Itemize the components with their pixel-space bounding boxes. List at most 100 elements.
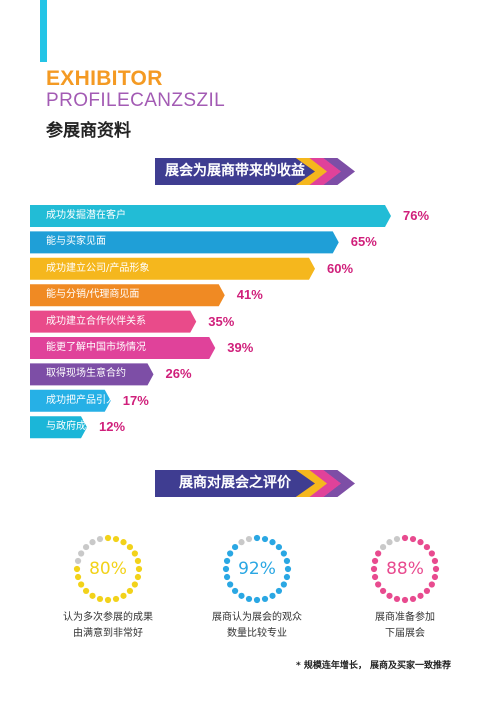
ring-dot-filled [96, 595, 104, 603]
ring-dot-empty [386, 539, 393, 546]
ring-dot-filled [227, 581, 234, 588]
ring-dot-filled [269, 592, 276, 599]
ring-dot-filled [423, 543, 431, 551]
ring-dot-filled [231, 587, 239, 595]
ring-dots [73, 534, 143, 604]
ring-dot-filled [104, 534, 112, 542]
ring-dot-filled [371, 573, 379, 581]
ring-dot-filled [261, 535, 269, 543]
rating-ring-2: 92% [220, 532, 294, 606]
caption-line: 认为多次参展的成果 [63, 612, 153, 623]
ring-dots [370, 534, 440, 604]
ring-dot-filled [275, 543, 283, 551]
rating-ring-1: 80% [71, 532, 145, 606]
ring-dot-filled [284, 565, 292, 573]
bar-category-label: 能与买家见面 [46, 236, 106, 248]
ring-dot-filled [120, 539, 127, 546]
ring-dots [222, 534, 292, 604]
ring-dot-filled [428, 550, 435, 557]
ring-dot-filled [417, 539, 424, 546]
caption-line: 数量比较专业 [227, 628, 287, 639]
bar-value-label: 17% [122, 392, 149, 408]
ring-dot-empty [89, 539, 96, 546]
bar-value-label: 41% [236, 287, 263, 303]
footer-note: * 规模连年增长， 展商及买家一致推荐 [296, 661, 451, 671]
ring-dot-filled [401, 534, 409, 542]
bar-category-label: 能与分销/代理商见面 [46, 289, 140, 301]
ring-dot-filled [370, 565, 378, 573]
ring-dot-filled [269, 539, 276, 546]
ring-dot-filled [82, 587, 90, 595]
bar-category-label: 成功建立合作伙伴关系 [46, 315, 146, 327]
title-chinese: 参展商资料 [46, 121, 131, 141]
ring-dot-filled [135, 565, 143, 573]
ring-dot-filled [386, 592, 393, 599]
banner-label: 展商对展会之评价 [155, 470, 315, 497]
ring-dot-filled [112, 535, 120, 543]
ring-dot-filled [245, 595, 253, 603]
bar-value-label: 12% [99, 419, 126, 435]
ring-dot-filled [431, 557, 439, 565]
ring-caption-2: 展商认为展会的观众 数量比较专业 [192, 610, 322, 642]
ring-dot-filled [74, 573, 82, 581]
ring-dot-filled [131, 581, 138, 588]
ring-dot-filled [431, 573, 439, 581]
ring-dot-filled [423, 587, 431, 595]
ring-dot-empty [245, 535, 253, 543]
ring-dot-filled [222, 565, 230, 573]
ring-dot-filled [223, 557, 231, 565]
ring-dot-empty [74, 557, 82, 565]
title-exhibitor: EXHIBITOR [46, 67, 163, 90]
bar-category-label: 成功建立公司/产品形象 [46, 262, 150, 274]
ring-dot-filled [393, 595, 401, 603]
ring-dot-filled [89, 592, 96, 599]
caption-line: 展商认为展会的观众 [212, 612, 302, 623]
ring-dot-filled [379, 587, 387, 595]
ring-dot-filled [375, 550, 382, 557]
ring-dot-filled [134, 573, 142, 581]
bar-value-label: 39% [227, 340, 254, 355]
bar-value-label: 76% [403, 208, 430, 223]
ring-dot-filled [371, 557, 379, 565]
ring-dot-filled [280, 581, 287, 588]
ring-percent: 80% [89, 559, 127, 579]
caption-line: 由满意到非常好 [73, 628, 143, 639]
bar-value-label: 26% [165, 366, 192, 382]
ring-dot-empty [96, 535, 104, 543]
ring-dot-empty [78, 550, 85, 557]
ring-dot-empty [238, 539, 245, 546]
bar-value-label: 35% [208, 313, 235, 329]
rating-ring-3: 88% [368, 532, 442, 606]
bar-category-label: 成功发掘潜在客户 [46, 210, 126, 221]
ring-dot-filled [280, 550, 287, 557]
ring-percent: 88% [386, 559, 424, 579]
ring-dot-filled [227, 550, 234, 557]
ring-dot-filled [120, 592, 127, 599]
ring-dot-filled [275, 587, 283, 595]
ring-dot-filled [131, 550, 138, 557]
ring-dot-filled [283, 557, 291, 565]
ring-caption-1: 认为多次参展的成果 由满意到非常好 [43, 610, 173, 642]
bar-category-label: 能更了解中国市场情况 [46, 342, 146, 353]
ring-dot-filled [261, 595, 269, 603]
ring-dot-filled [283, 573, 291, 581]
ring-dot-filled [73, 565, 81, 573]
bar-category-label: 取得现场生意合约 [46, 368, 126, 380]
caption-line: 展商准备参加 [375, 612, 435, 623]
ring-dot-filled [253, 596, 261, 604]
bar-category-label: 成功把产品引入中国 [46, 394, 136, 406]
section-banner-benefits: 展会为展商带来的收益 [155, 158, 355, 185]
ring-dot-empty [82, 543, 90, 551]
ring-dot-filled [409, 535, 417, 543]
ring-caption-3: 展商准备参加 下届展会 [340, 610, 470, 642]
ring-dot-filled [231, 543, 239, 551]
ring-percent: 92% [238, 559, 276, 579]
bar-value-label: 60% [327, 260, 354, 276]
caption-line: 下届展会 [385, 628, 425, 639]
bar-value-label: 65% [350, 234, 377, 250]
ring-dot-filled [401, 596, 409, 604]
ring-dot-filled [126, 587, 134, 595]
ring-dot-filled [134, 557, 142, 565]
ring-dot-filled [104, 596, 112, 604]
title-profile: PROFILECANZSZIL [46, 90, 226, 111]
